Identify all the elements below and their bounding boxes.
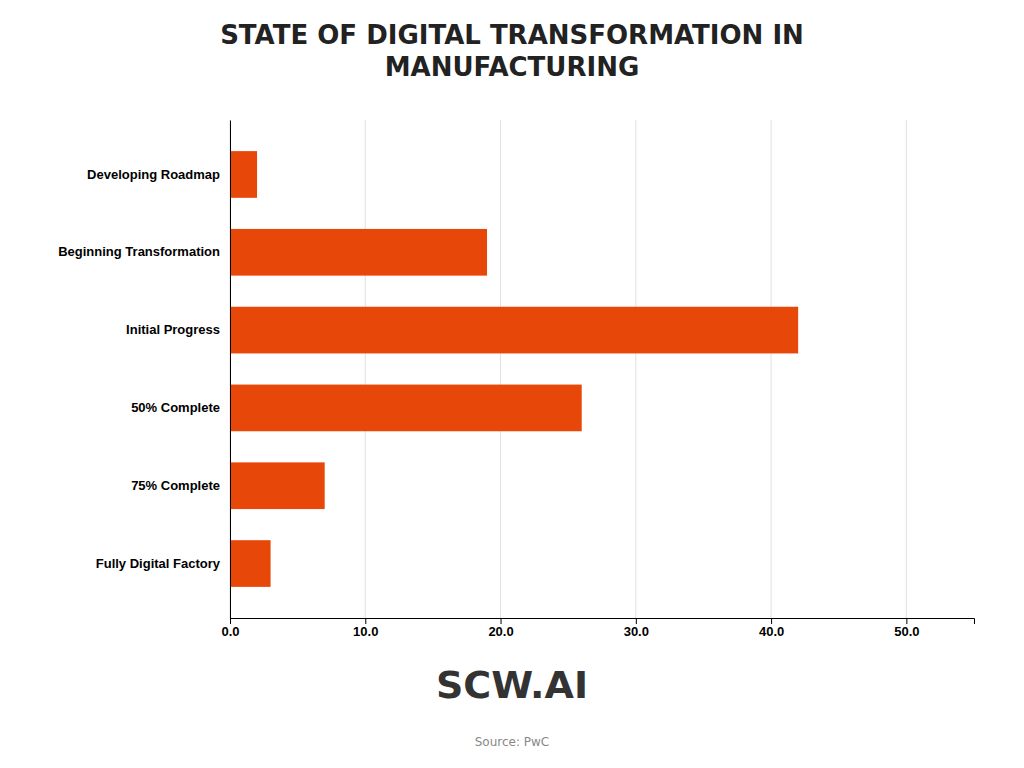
tick-mark (365, 618, 366, 624)
tick-label: Fully Digital Factory (96, 556, 221, 571)
grid-line (365, 120, 366, 618)
tick-mark (906, 618, 907, 624)
tick-mark (230, 618, 231, 624)
tick: 40.0 (759, 618, 784, 639)
tick-label: 20.0 (488, 624, 513, 639)
tick-label: 30.0 (624, 624, 649, 639)
bar (230, 462, 325, 509)
tick: Initial Progress (126, 322, 220, 337)
bar (230, 540, 271, 587)
tick-mark (771, 618, 772, 624)
tick-label: 40.0 (759, 624, 784, 639)
tick: 50.0 (894, 618, 919, 639)
tick: Fully Digital Factory (96, 556, 221, 571)
grid (230, 120, 906, 618)
bar (230, 307, 798, 354)
grid-line (500, 120, 501, 618)
tick: 30.0 (624, 618, 649, 639)
tick-label: 50.0 (894, 624, 919, 639)
grid-line (771, 120, 772, 618)
bar (230, 151, 257, 198)
tick: 10.0 (353, 618, 378, 639)
annotation: Source: PwC (475, 735, 550, 749)
tick: 75% Complete (131, 478, 220, 493)
tick-label: 10.0 (353, 624, 378, 639)
plot: 0.0 10.0 20.0 30.0 40.0 50.0 Developing Roadma… (58, 120, 974, 639)
tick: 0.0 (221, 618, 239, 639)
tick-label: Developing Roadmap (87, 167, 220, 182)
tick: Beginning Transformation (58, 244, 220, 259)
tick: 50% Complete (131, 400, 220, 415)
axis-line (230, 121, 231, 619)
bar (230, 229, 487, 276)
grid-line (635, 120, 636, 618)
tick-label: 0.0 (221, 624, 239, 639)
bar (230, 385, 582, 432)
tick: 20.0 (488, 618, 513, 639)
tick-label: 75% Complete (131, 478, 220, 493)
y-axis: Developing Roadmap Beginning Transformati… (58, 121, 230, 619)
axis-line (231, 619, 975, 625)
tick-label: 50% Complete (131, 400, 220, 415)
tick: Developing Roadmap (87, 167, 220, 182)
grid-line (230, 120, 231, 618)
tick-label: Initial Progress (126, 322, 220, 337)
tick-mark (636, 618, 637, 624)
tick-label: Beginning Transformation (58, 244, 220, 259)
annotation: SCW.AI (436, 663, 588, 707)
bars (230, 151, 798, 587)
tick-mark (501, 618, 502, 624)
title: STATE OF DIGITAL TRANSFORMATION INMANUFA… (220, 20, 804, 82)
x-axis: 0.0 10.0 20.0 30.0 40.0 50.0 (221, 618, 974, 639)
chart: STATE OF DIGITAL TRANSFORMATION INMANUFA… (0, 0, 1024, 768)
grid-line (906, 120, 907, 618)
